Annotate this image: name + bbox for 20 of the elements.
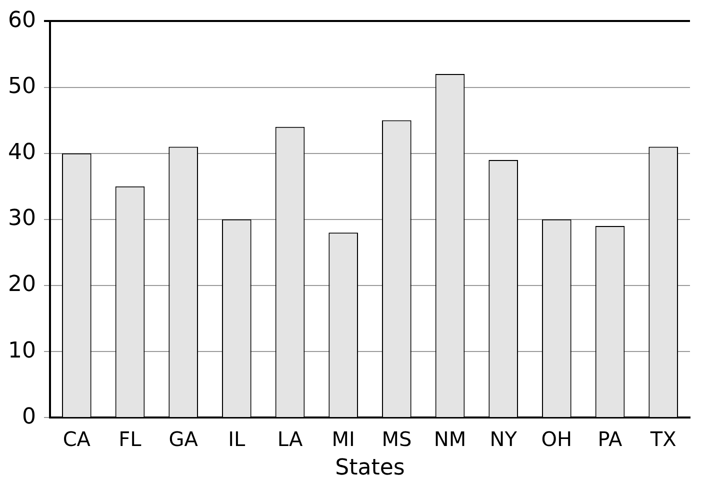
x-tick-label: CA [62, 426, 91, 451]
x-tick-label: IL [228, 426, 246, 451]
x-tick-label: TX [649, 426, 677, 451]
x-tick-label: FL [118, 426, 142, 451]
y-tick-label: 10 [8, 338, 36, 364]
x-tick-label: OH [541, 426, 572, 451]
x-tick-label: GA [168, 426, 198, 451]
x-tick-label: PA [598, 426, 623, 451]
y-tick-label: 60 [8, 8, 36, 33]
x-tick-label: NM [434, 426, 466, 451]
y-tick-label: 50 [8, 74, 36, 99]
y-tick-label: 0 [22, 404, 36, 430]
y-tick-label: 40 [8, 140, 36, 166]
y-tick-label: 20 [8, 272, 36, 298]
y-tick-label: 30 [8, 206, 36, 232]
x-axis-title: States [335, 456, 405, 481]
x-tick-label: MS [382, 426, 412, 451]
x-tick-label: MI [332, 426, 355, 451]
x-tick-label: LA [277, 426, 303, 451]
x-tick-label: NY [490, 426, 518, 451]
